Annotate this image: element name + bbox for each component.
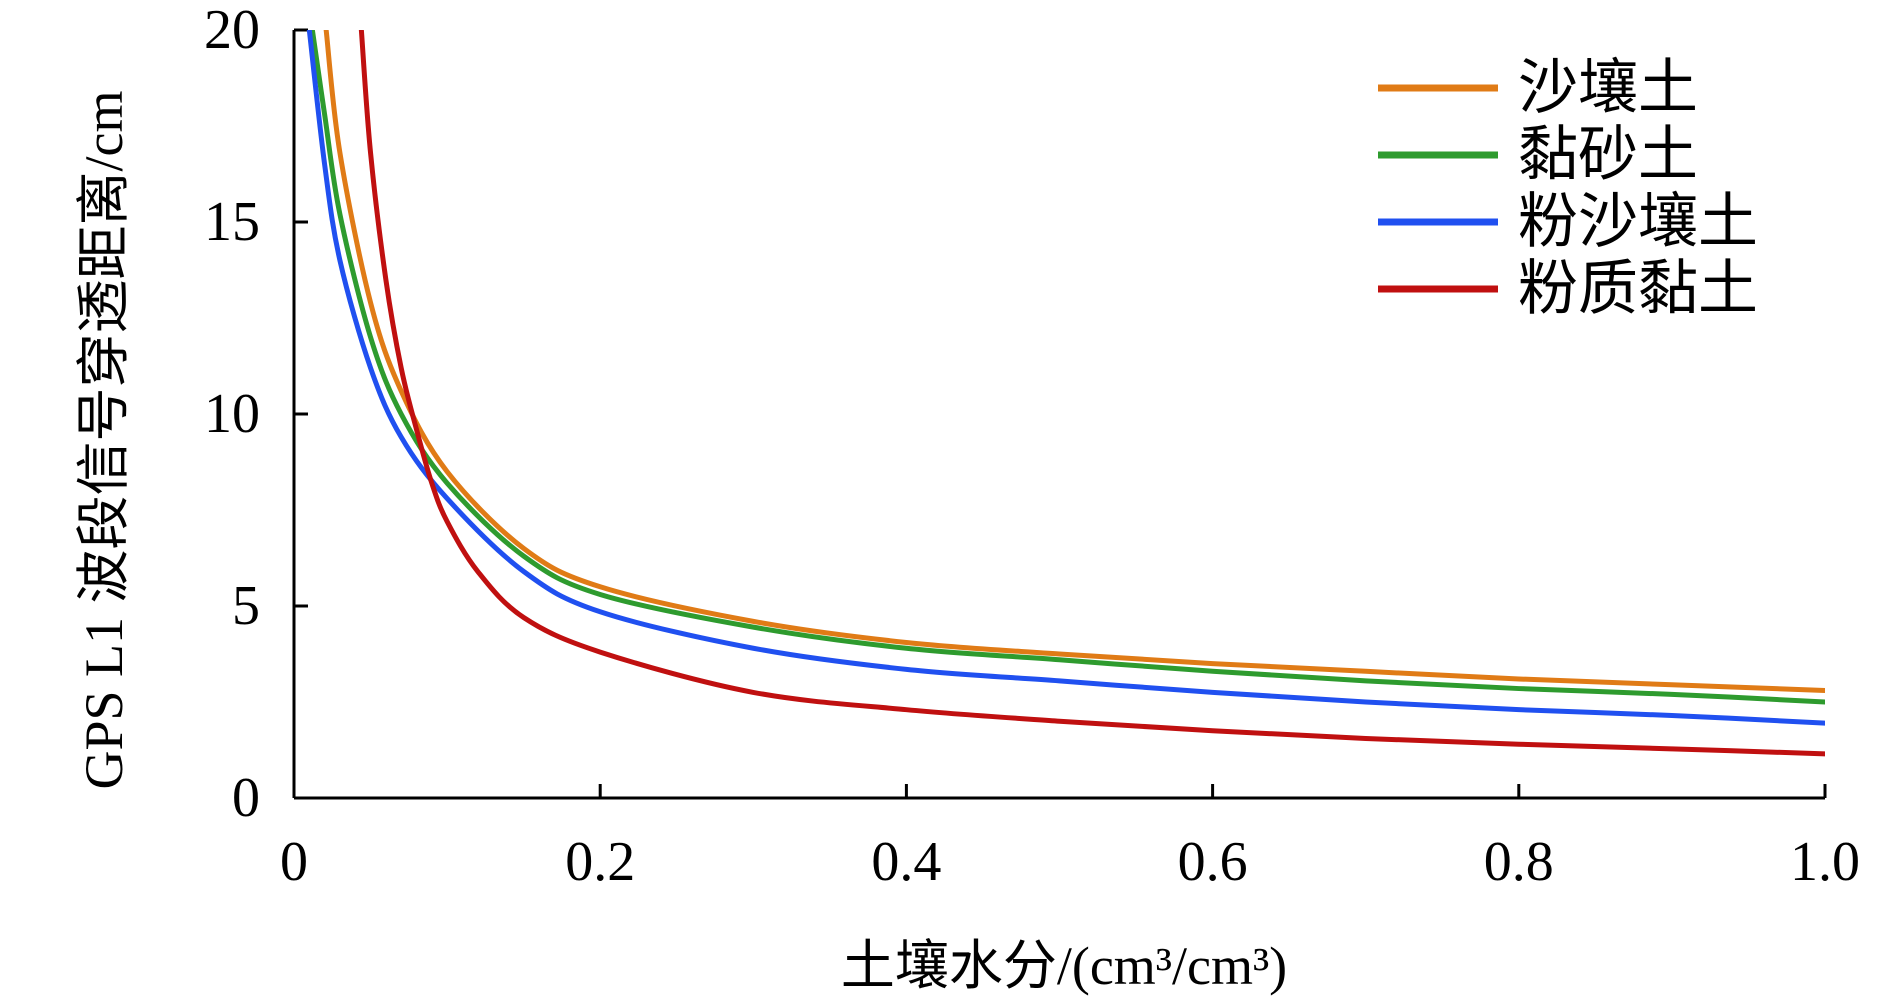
legend-label: 粉质黏土 xyxy=(1518,256,1758,322)
x-tick-label: 0 xyxy=(280,831,308,893)
y-tick-label: 15 xyxy=(204,191,260,253)
series-line-2 xyxy=(309,30,1825,705)
series-line-3 xyxy=(306,30,1825,726)
y-axis-title: GPS L1 波段信号穿透距离/cm xyxy=(74,90,134,789)
series-lines xyxy=(306,30,1825,757)
legend-label: 黏砂土 xyxy=(1518,122,1698,188)
y-tick-label: 20 xyxy=(204,0,260,61)
y-tick-label: 10 xyxy=(204,383,260,445)
x-tick-label: 0.6 xyxy=(1178,831,1248,893)
legend-label: 沙壤土 xyxy=(1518,55,1698,121)
x-axis-title: 土壤水分/(cm³/cm³) xyxy=(841,936,1287,996)
y-tick-label: 0 xyxy=(232,767,260,829)
x-tick-label: 0.8 xyxy=(1484,831,1554,893)
x-tick-label: 1.0 xyxy=(1790,831,1860,893)
x-tick-label: 0.4 xyxy=(871,831,941,893)
y-tick-label: 5 xyxy=(232,575,260,637)
y-ticks: 0 5 10 15 20 xyxy=(204,0,308,829)
x-tick-label: 0.2 xyxy=(565,831,635,893)
series-line-1 xyxy=(323,30,1825,693)
legend-label: 粉沙壤土 xyxy=(1518,189,1758,255)
series-line-4 xyxy=(358,30,1825,757)
x-ticks: 0 0.2 0.4 0.6 0.8 1.0 xyxy=(280,784,1860,893)
